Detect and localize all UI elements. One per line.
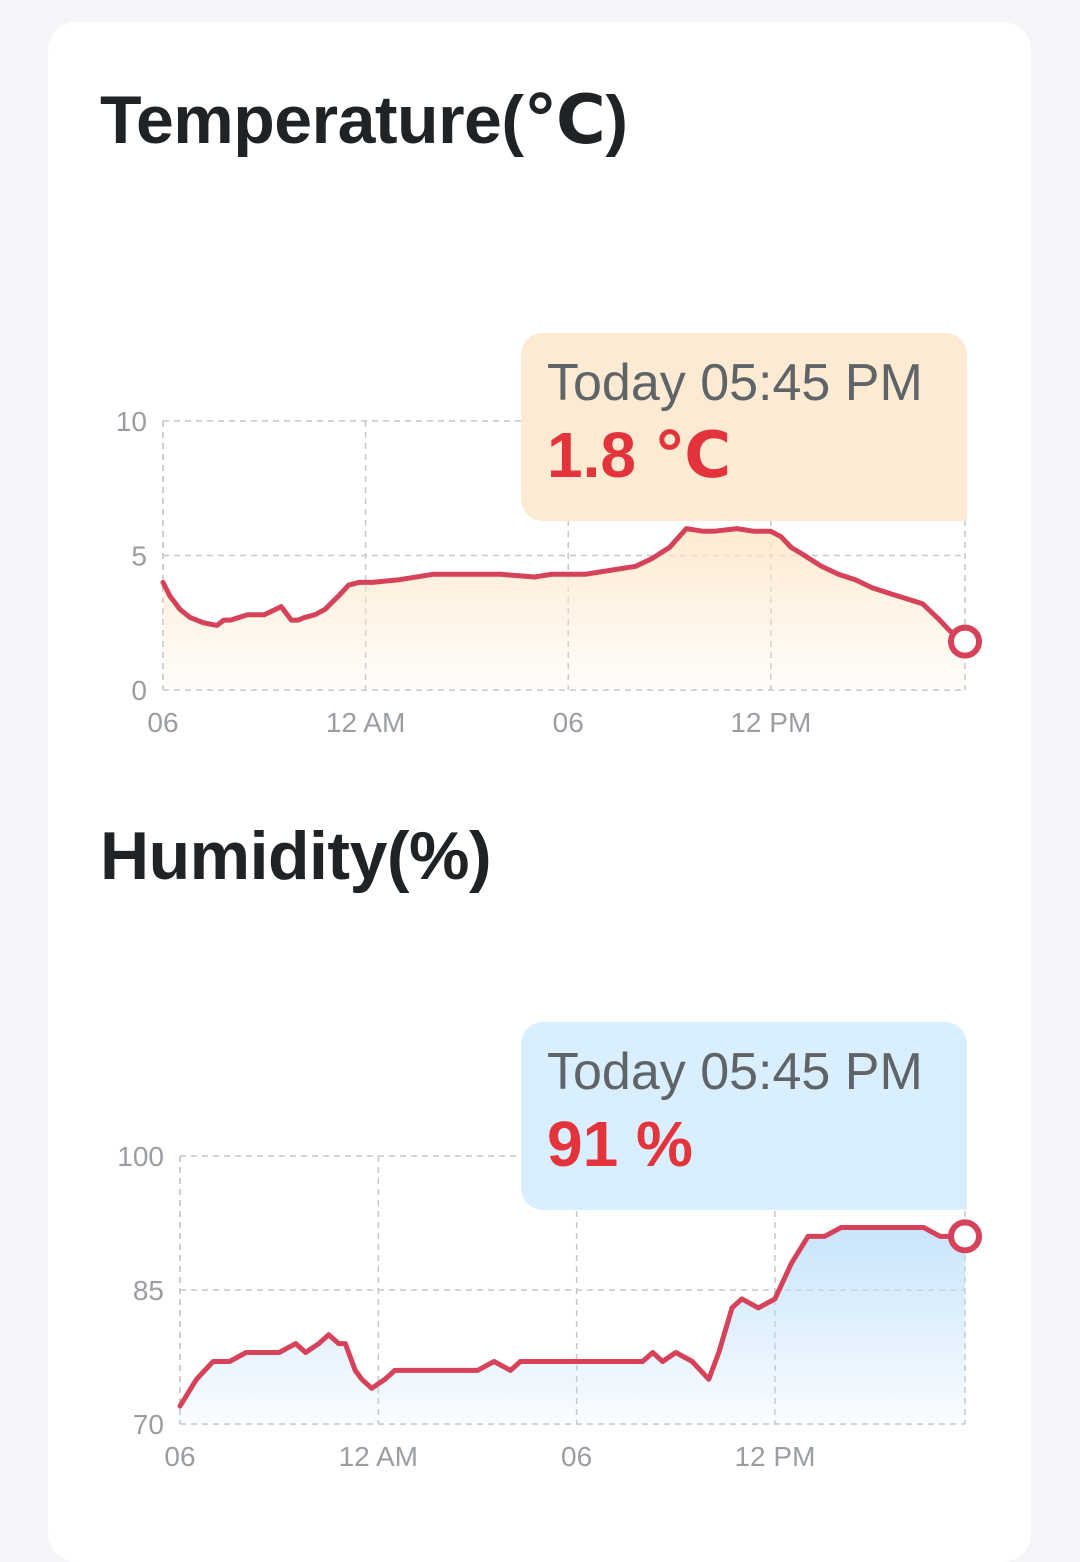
humidity-y-tick-label: 100	[117, 1141, 164, 1172]
temperature-x-tick-label: 06	[553, 707, 584, 738]
temperature-x-tick-label: 12 AM	[326, 707, 405, 738]
humidity-area-fill	[180, 1227, 965, 1424]
humidity-title: Humidity(%)	[100, 818, 492, 894]
humidity-x-tick-label: 06	[164, 1441, 195, 1472]
temperature-tooltip-value: 1.8 ℃	[547, 419, 732, 492]
temperature-x-tick-label: 12 PM	[730, 707, 811, 738]
humidity-series-line[interactable]	[177, 1225, 968, 1409]
temperature-tooltip: Today 05:45 PM 1.8 ℃	[521, 333, 967, 521]
humidity-tooltip-value: 91 %	[547, 1108, 693, 1181]
humidity-x-tick-label: 12 PM	[734, 1441, 815, 1472]
temperature-area-fill	[163, 528, 965, 690]
temperature-tooltip-time: Today 05:45 PM	[547, 354, 923, 412]
humidity-x-tick-label: 12 AM	[339, 1441, 418, 1472]
humidity-tooltip: Today 05:45 PM 91 %	[521, 1022, 967, 1210]
temperature-y-tick-label: 10	[116, 406, 147, 437]
temperature-current-point[interactable]	[948, 624, 982, 659]
temperature-title: Temperature(℃)	[100, 82, 628, 158]
humidity-current-point[interactable]	[948, 1219, 982, 1254]
temperature-series-line[interactable]	[160, 526, 968, 645]
humidity-y-tick-label: 85	[133, 1275, 164, 1306]
temperature-y-tick-label: 0	[131, 675, 147, 706]
humidity-tooltip-time: Today 05:45 PM	[547, 1043, 923, 1101]
temperature-x-tick-label: 06	[147, 707, 178, 738]
humidity-x-tick-label: 06	[561, 1441, 592, 1472]
temperature-y-tick-label: 5	[131, 541, 147, 572]
humidity-y-tick-label: 70	[133, 1409, 164, 1440]
